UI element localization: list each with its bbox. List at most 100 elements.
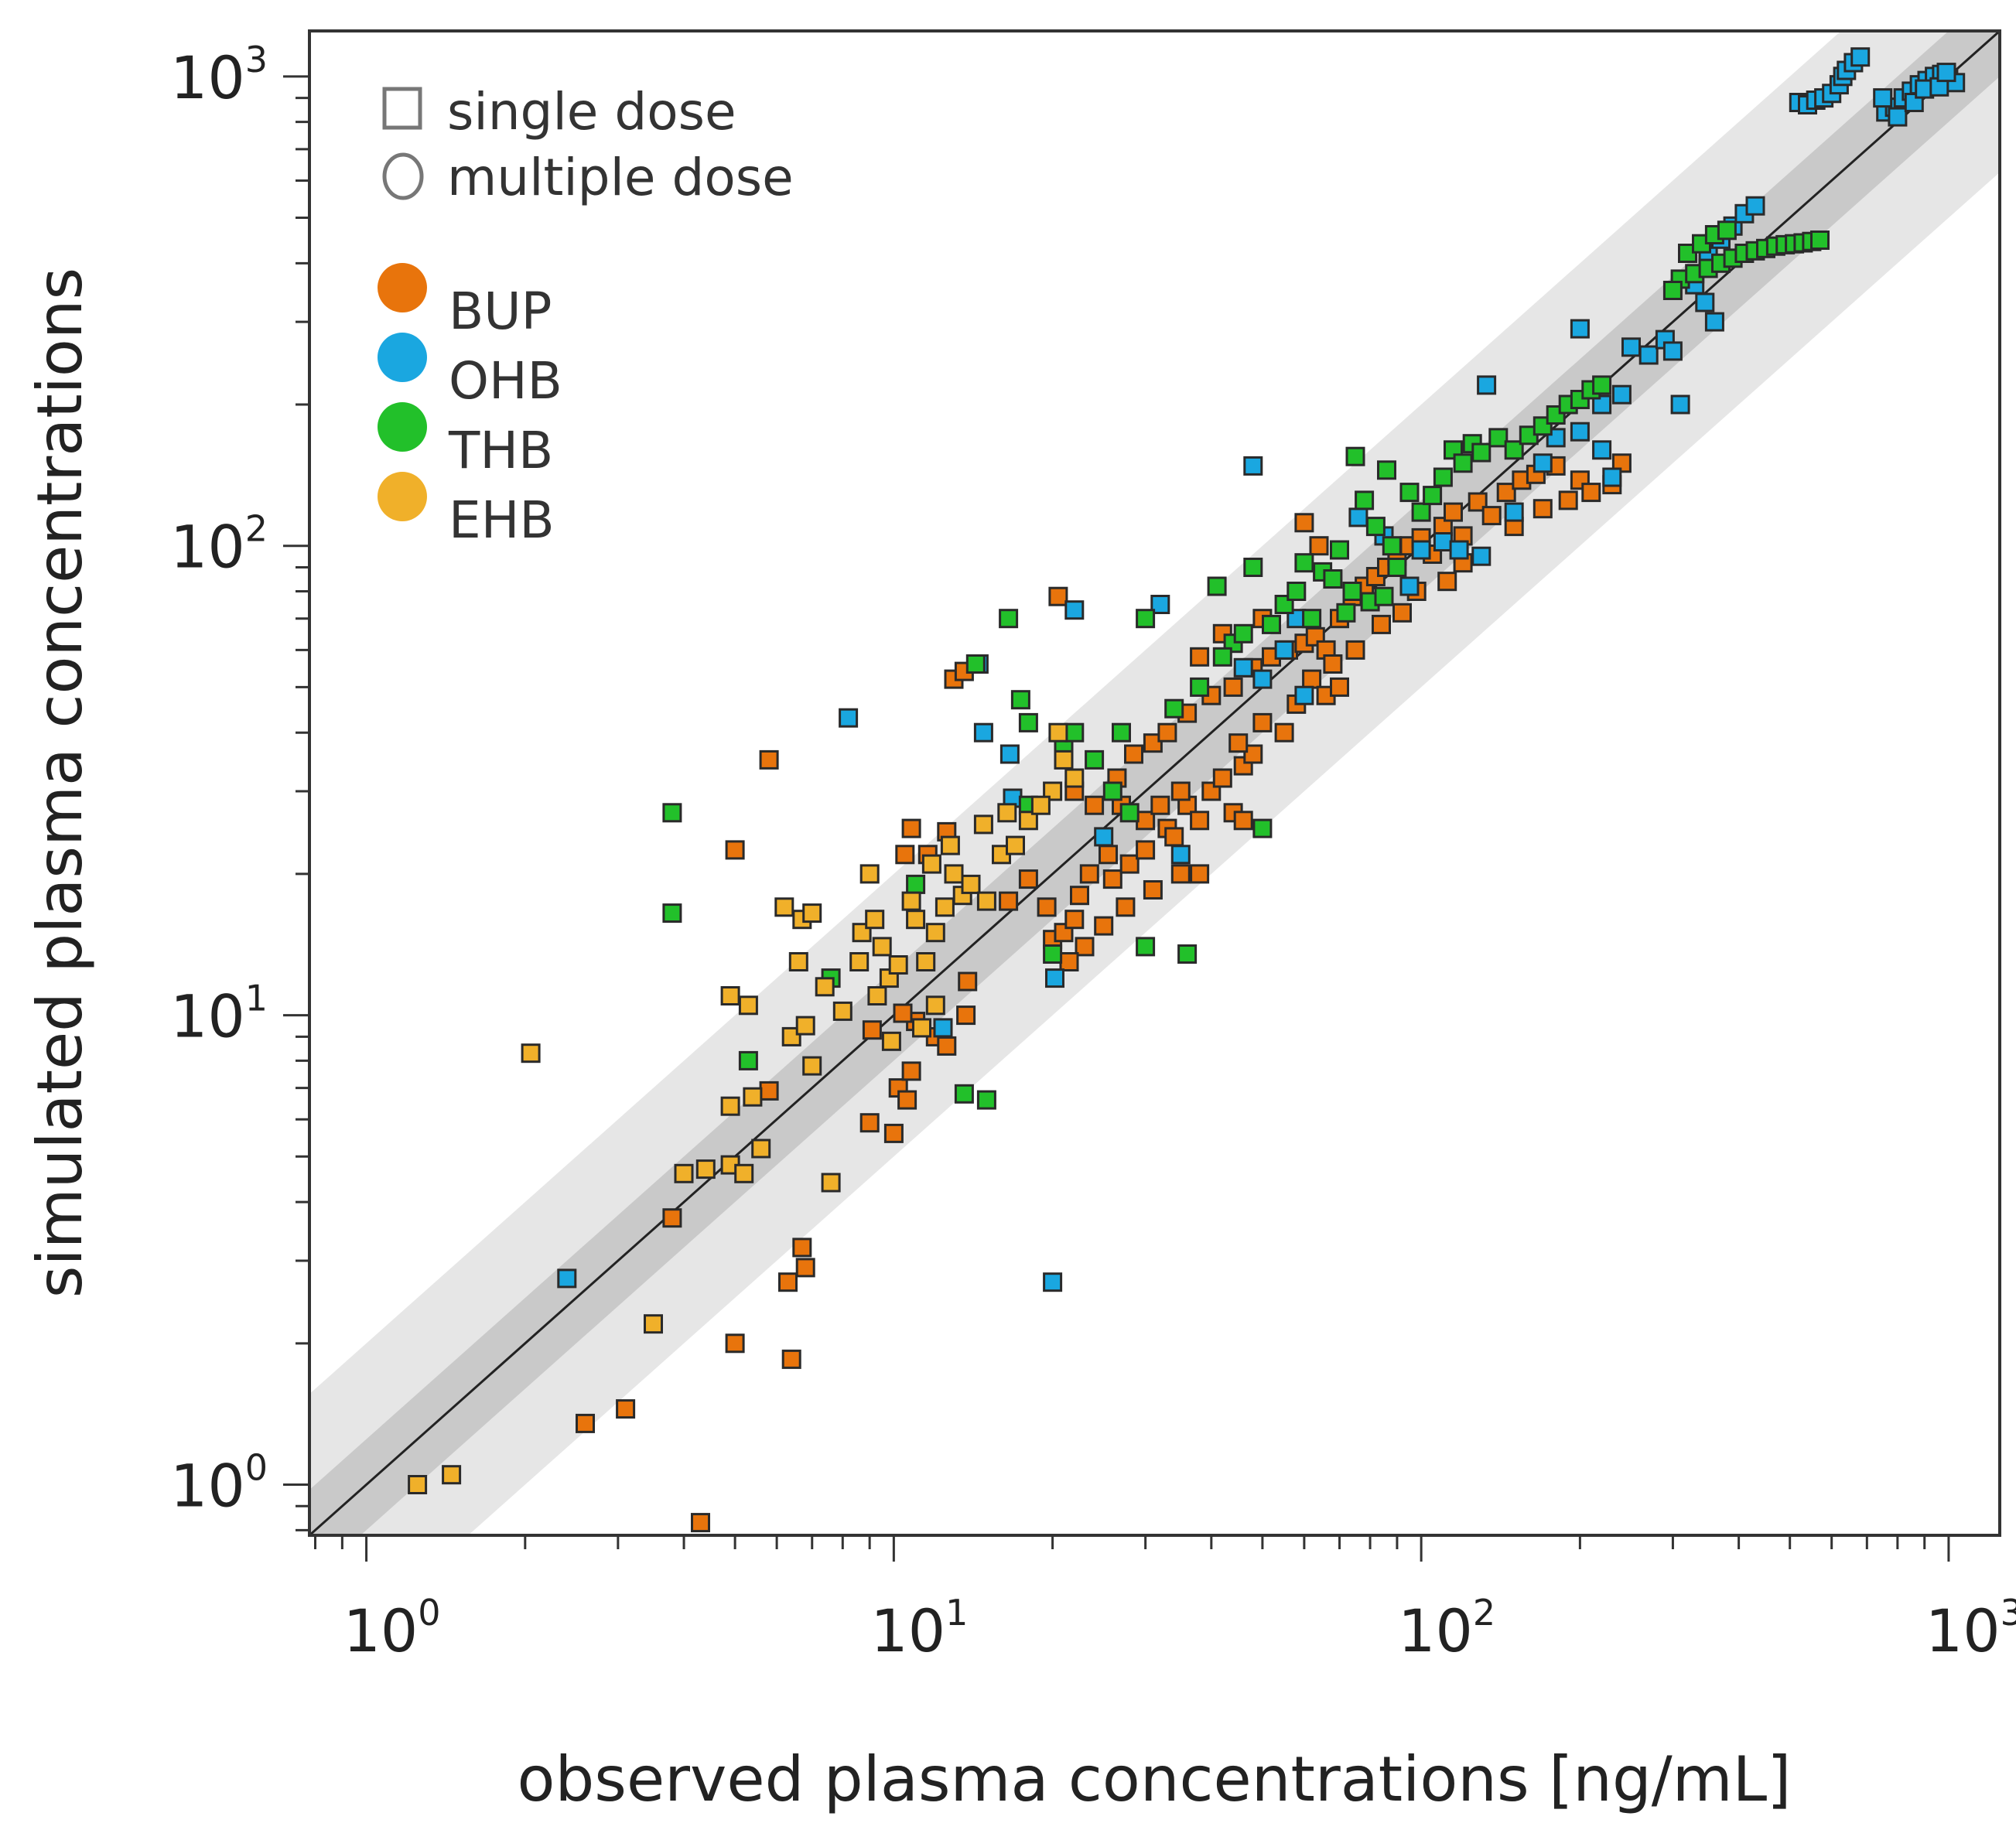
data-point-ehb <box>859 864 880 884</box>
y-tick-label: 100 <box>170 1447 268 1521</box>
data-point-bup <box>792 1238 812 1258</box>
data-point-ohb <box>1936 63 1956 83</box>
data-point-thb <box>1136 609 1156 629</box>
data-point-ohb <box>1433 532 1453 551</box>
data-point-ehb <box>521 1043 541 1063</box>
legend-single-dose-label: single dose <box>447 82 736 142</box>
legend-square-marker <box>382 87 422 130</box>
data-point-bup <box>883 1123 904 1143</box>
data-point-bup <box>1323 654 1343 674</box>
data-point-ehb <box>888 955 908 975</box>
data-point-bup <box>795 1258 815 1278</box>
data-point-ohb <box>1850 47 1871 67</box>
legend-ohb-label: OHB <box>449 351 562 411</box>
data-point-bup <box>1037 897 1057 917</box>
data-point-bup <box>1309 536 1329 556</box>
data-point-thb <box>1345 446 1365 466</box>
x-tick-label: 102 <box>1398 1592 1495 1665</box>
data-point-ohb <box>557 1268 577 1289</box>
identity-line <box>309 31 2000 1535</box>
data-point-thb <box>1399 483 1420 503</box>
data-point-thb <box>1112 722 1131 743</box>
data-point-bup <box>1392 603 1412 623</box>
data-point-ehb <box>743 1087 763 1107</box>
legend-ehb-color-dot <box>378 472 427 521</box>
data-point-thb <box>1423 486 1443 506</box>
data-point-ehb <box>1018 811 1038 831</box>
data-point-ohb <box>1638 345 1659 365</box>
data-point-ehb <box>961 874 981 894</box>
data-point-ehb <box>973 814 993 835</box>
data-point-bup <box>1345 640 1365 660</box>
data-point-bup <box>1059 952 1079 971</box>
data-point-thb <box>1233 623 1253 644</box>
data-point-ehb <box>1064 768 1085 788</box>
data-point-bup <box>1330 677 1349 697</box>
data-point-ohb <box>1449 540 1469 560</box>
data-point-bup <box>725 840 745 860</box>
data-point-thb <box>1662 281 1683 300</box>
data-point-bup <box>1252 712 1273 732</box>
data-point-bup <box>958 971 978 992</box>
data-point-bup <box>759 1081 779 1101</box>
data-point-thb <box>1330 540 1349 560</box>
y-tick-label: 102 <box>170 508 268 582</box>
data-point-bup <box>1233 811 1253 831</box>
data-point-bup <box>1228 733 1249 753</box>
data-point-thb <box>1064 722 1085 743</box>
data-point-bup <box>1581 483 1601 503</box>
data-point-thb <box>1010 690 1030 710</box>
data-point-thb <box>965 654 986 674</box>
data-point-ehb <box>901 891 921 911</box>
data-point-ehb <box>881 1031 901 1051</box>
data-point-ohb <box>1621 337 1641 357</box>
data-point-thb <box>1262 614 1281 634</box>
data-point-ohb <box>1662 341 1683 361</box>
data-point-ohb <box>1064 600 1085 620</box>
data-point-ehb <box>734 1163 754 1183</box>
data-point-bup <box>1170 864 1191 884</box>
data-point-bup <box>1102 869 1122 889</box>
data-point-thb <box>1207 576 1227 596</box>
x-tick-label: 101 <box>870 1592 968 1665</box>
data-point-ehb <box>720 1096 740 1116</box>
legend-thb-color-dot <box>378 402 427 452</box>
data-point-thb <box>1102 781 1122 801</box>
data-point-bup <box>1048 586 1068 606</box>
data-point-bup <box>1070 886 1089 906</box>
data-point-ehb <box>925 923 945 943</box>
data-point-ehb <box>912 1018 931 1038</box>
data-point-ohb <box>1592 394 1612 415</box>
data-point-bup <box>616 1399 636 1419</box>
legend-bup-color-dot <box>378 263 427 312</box>
data-point-bup <box>1444 502 1463 522</box>
legend-ohb-color-dot <box>378 333 427 382</box>
data-point-bup <box>1075 937 1095 957</box>
data-point-thb <box>1177 944 1198 964</box>
data-point-thb <box>1136 937 1156 957</box>
identity-line-group <box>309 31 2000 1535</box>
data-point-ehb <box>1048 722 1068 743</box>
data-point-thb <box>1717 220 1737 241</box>
data-point-thb <box>1336 603 1356 623</box>
data-point-bup <box>1302 669 1322 689</box>
data-point-thb <box>906 874 926 894</box>
data-point-thb <box>662 903 682 924</box>
data-point-ehb <box>821 1173 841 1193</box>
data-point-bup <box>893 1003 913 1023</box>
data-point-ohb <box>1094 827 1114 847</box>
data-point-bup <box>901 1061 921 1081</box>
data-point-thb <box>1043 944 1063 964</box>
x-tick-label: 103 <box>1925 1592 2016 1665</box>
data-point-bup <box>937 1036 957 1056</box>
data-point-ehb <box>997 803 1017 823</box>
data-point-ohb <box>1399 576 1420 596</box>
data-point-thb <box>1471 442 1491 463</box>
data-point-bup <box>781 1349 801 1369</box>
data-point-ohb <box>1570 319 1590 339</box>
data-point-thb <box>1810 230 1830 250</box>
plot-frame <box>308 29 2001 1537</box>
data-point-bup <box>1190 811 1210 831</box>
data-point-ehb <box>976 891 996 911</box>
data-point-bup <box>1496 483 1516 503</box>
